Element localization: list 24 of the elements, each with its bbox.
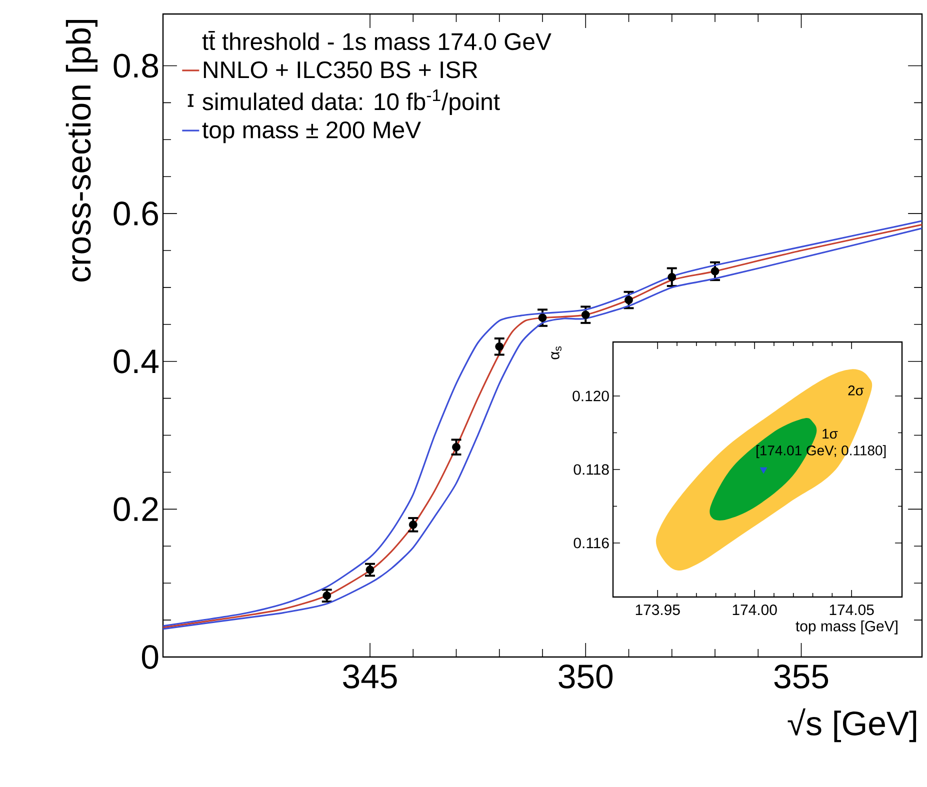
y-tick-label: 0 [142, 645, 158, 669]
y-tick-label: 0.118 [574, 464, 609, 475]
x-tick-label: 173.95 [636, 604, 680, 616]
legend-title: tt̄ threshold - 1s mass 174.0 GeV [202, 31, 552, 50]
x-axis-title: √s [GeV] [788, 708, 916, 742]
annotation: 2σ [848, 386, 864, 396]
y-axis-title: cross-section [pb] [66, 20, 98, 282]
x-tick-label: 345 [343, 664, 397, 688]
y-axis-title: α$_{s}$ [551, 346, 562, 360]
x-tick-label: 174.00 [732, 604, 777, 616]
x-axis-title: top mass [GeV] [796, 620, 898, 634]
legend-label: simulated data: 10 fb$^{-1}$/point [202, 89, 500, 115]
annotation: 1σ [822, 428, 838, 439]
x-tick-label: 355 [774, 664, 828, 688]
legend-label: NNLO + ILC350 BS + ISR [204, 61, 478, 78]
y-tick-label: 0.6 [114, 202, 158, 226]
x-tick-label: 174.05 [830, 604, 874, 616]
y-tick-label: 0.4 [114, 349, 158, 374]
y-tick-label: 0.116 [574, 538, 609, 548]
y-tick-label: 0.2 [114, 497, 158, 522]
y-tick-label: 0.8 [114, 54, 158, 78]
y-tick-label: 0.120 [572, 390, 609, 402]
legend-label: top mass ± 200 MeV [202, 121, 421, 144]
x-tick-label: 350 [558, 664, 613, 688]
